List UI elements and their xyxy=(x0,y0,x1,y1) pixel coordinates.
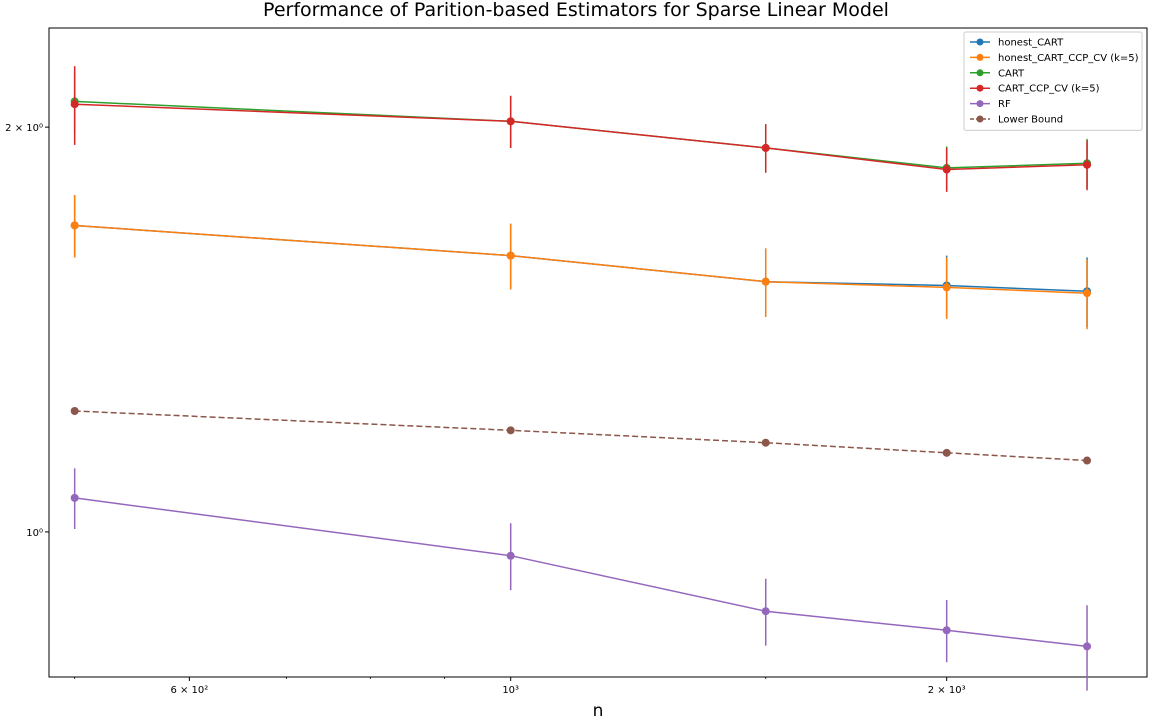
data-point xyxy=(506,426,515,435)
data-point xyxy=(70,493,79,502)
data-point xyxy=(506,551,515,560)
series-cart xyxy=(70,71,1092,191)
data-point xyxy=(1083,160,1092,169)
series-line xyxy=(74,224,1088,294)
data-point xyxy=(761,143,770,152)
data-point xyxy=(1083,642,1092,651)
legend: honest_CART honest_CART_CCP_CV (k=5) CART C… xyxy=(963,31,1143,131)
series-line xyxy=(74,103,1088,171)
x-tick-label: 2 × 10³ xyxy=(928,685,966,696)
legend-item-rf: RF xyxy=(970,99,1011,110)
x-tick-label: 10³ xyxy=(502,685,519,696)
legend-label: RF xyxy=(998,99,1011,110)
legend-item-honest-cart: honest_CART xyxy=(970,38,1064,49)
data-point xyxy=(942,283,951,292)
axis-ticks: 6 × 10² 10³ 2 × 10³ 10⁰ 2 × 10⁰ xyxy=(5,123,965,696)
legend-swatch-marker xyxy=(976,69,984,77)
data-point xyxy=(942,448,951,457)
chart-title: Performance of Parition-based Estimators… xyxy=(263,0,889,21)
series-lower-bound xyxy=(70,407,1092,465)
data-point xyxy=(942,626,951,635)
legend-swatch-marker xyxy=(976,53,984,61)
data-point xyxy=(761,438,770,447)
legend-swatch-marker xyxy=(976,38,984,46)
legend-item-cart: CART xyxy=(970,68,1025,79)
legend-label: Lower Bound xyxy=(998,115,1063,126)
series-rf xyxy=(70,468,1092,691)
y-tick-label: 2 × 10⁰ xyxy=(5,123,43,134)
series-layer xyxy=(70,66,1092,691)
x-axis-label: n xyxy=(593,701,604,720)
data-point xyxy=(1083,289,1092,298)
y-tick-label: 10⁰ xyxy=(26,528,43,539)
legend-box xyxy=(963,31,1143,131)
data-point xyxy=(506,251,515,260)
data-point xyxy=(761,607,770,616)
series-line xyxy=(74,410,1088,462)
series-line xyxy=(74,100,1088,169)
legend-item-lower-bound: Lower Bound xyxy=(970,115,1063,126)
legend-item-honest-cart-ccp-cv-k-5: honest_CART_CCP_CV (k=5) xyxy=(970,53,1139,64)
legend-label: CART xyxy=(998,68,1025,79)
series-cart-ccp-cv-k-5 xyxy=(70,66,1092,192)
legend-swatch-marker xyxy=(976,84,984,92)
legend-label: honest_CART xyxy=(998,38,1064,49)
series-honest-cart xyxy=(70,195,1092,328)
data-point xyxy=(70,100,79,109)
series-line xyxy=(74,497,1088,648)
x-tick-label: 6 × 10² xyxy=(170,685,208,696)
legend-swatch-marker xyxy=(976,115,984,123)
legend-label: CART_CCP_CV (k=5) xyxy=(998,84,1100,95)
legend-item-cart-ccp-cv-k-5: CART_CCP_CV (k=5) xyxy=(970,84,1100,95)
data-point xyxy=(70,221,79,230)
series-honest-cart-ccp-cv-k-5 xyxy=(70,195,1092,330)
data-point xyxy=(1083,456,1092,465)
data-point xyxy=(506,117,515,126)
legend-swatch-marker xyxy=(976,100,984,108)
data-point xyxy=(70,407,79,416)
data-point xyxy=(761,277,770,286)
data-point xyxy=(942,165,951,174)
plot-area xyxy=(48,27,1148,678)
legend-label: honest_CART_CCP_CV (k=5) xyxy=(998,53,1139,64)
